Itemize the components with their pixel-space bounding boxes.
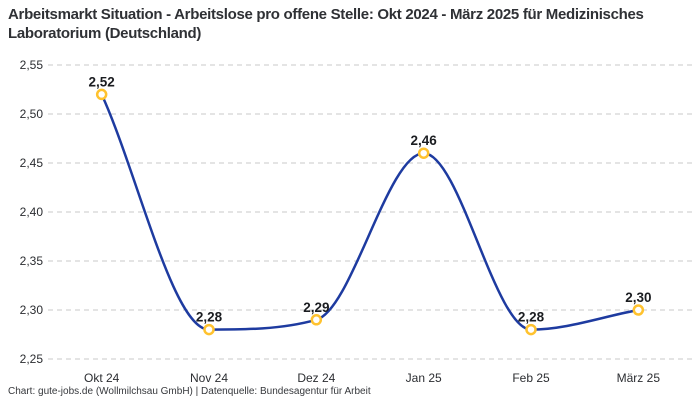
- y-tick-label: 2,50: [20, 107, 44, 121]
- y-tick-label: 2,55: [20, 58, 44, 72]
- y-tick-label: 2,45: [20, 156, 44, 170]
- chart-footer: Chart: gute-jobs.de (Wollmilchsau GmbH) …: [8, 386, 371, 397]
- data-point-marker[interactable]: [417, 147, 430, 159]
- y-tick-label: 2,30: [20, 303, 44, 317]
- data-point-label: 2,30: [625, 290, 651, 305]
- x-tick-label: Nov 24: [190, 371, 228, 385]
- data-point-label: 2,46: [411, 133, 438, 148]
- data-point-marker[interactable]: [95, 88, 108, 101]
- x-tick-label: Okt 24: [84, 371, 120, 385]
- x-tick-label: Dez 24: [297, 371, 335, 385]
- data-point-marker[interactable]: [632, 304, 645, 316]
- data-point-label: 2,29: [303, 300, 329, 315]
- x-tick-label: Jan 25: [406, 371, 442, 385]
- data-point-marker[interactable]: [525, 323, 537, 336]
- data-point-marker[interactable]: [310, 314, 323, 326]
- data-point-label: 2,28: [518, 310, 545, 325]
- chart-title: Arbeitsmarkt Situation - Arbeitslose pro…: [8, 6, 644, 42]
- data-point-label: 2,52: [89, 74, 115, 89]
- y-tick-label: 2,35: [20, 254, 44, 268]
- data-point-marker[interactable]: [203, 323, 215, 336]
- trend-line: [100, 93, 640, 331]
- x-tick-label: März 25: [617, 371, 661, 385]
- data-point-label: 2,28: [196, 310, 223, 325]
- y-tick-label: 2,25: [20, 352, 44, 366]
- y-tick-label: 2,40: [20, 205, 44, 219]
- x-tick-label: Feb 25: [512, 371, 550, 385]
